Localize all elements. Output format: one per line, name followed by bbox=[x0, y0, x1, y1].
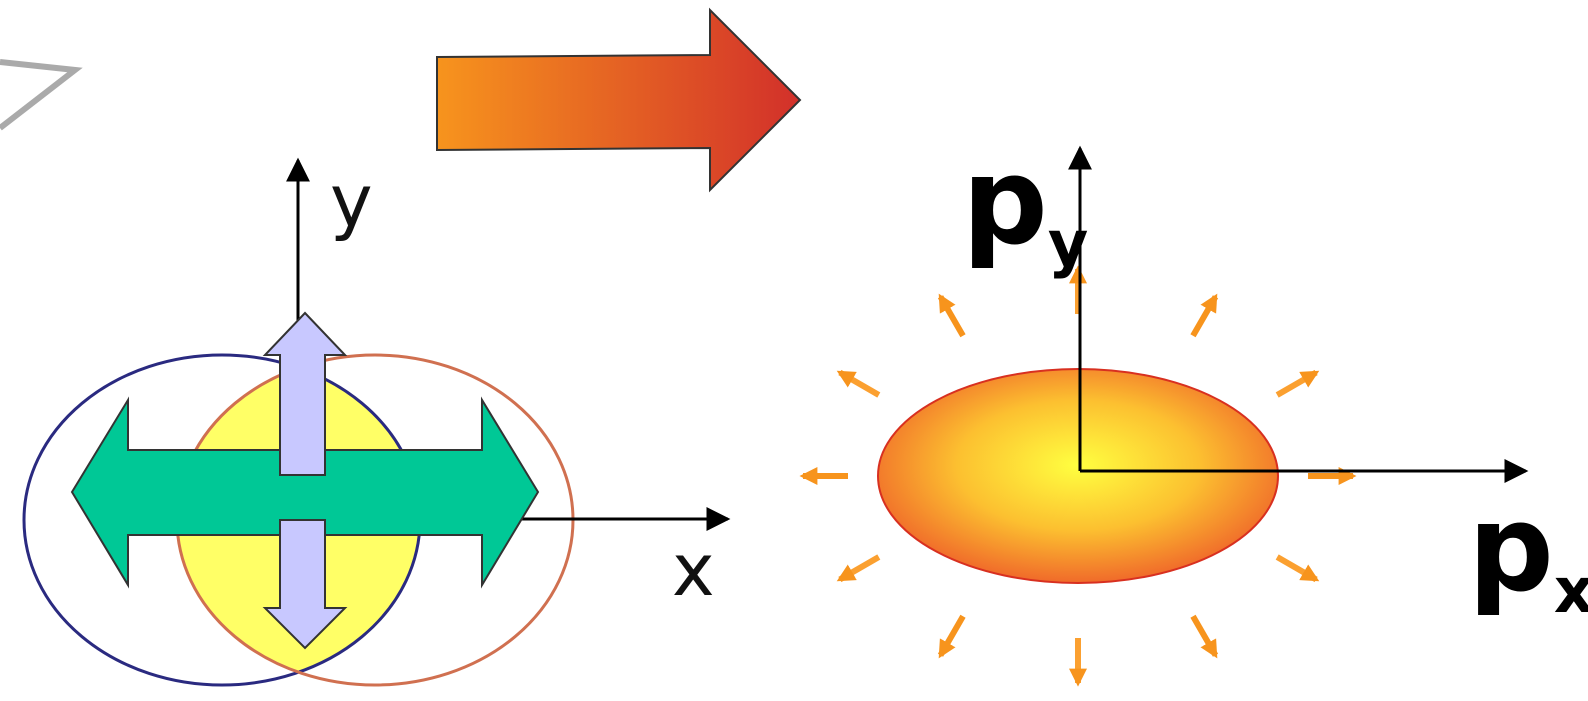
diagram: y x py px bbox=[0, 0, 1588, 701]
py-main: p bbox=[962, 133, 1048, 272]
emission-ray bbox=[1193, 297, 1216, 336]
py-label: py bbox=[962, 133, 1088, 280]
emission-ray bbox=[941, 297, 964, 336]
px-sub: x bbox=[1554, 554, 1588, 627]
px-main: p bbox=[1468, 480, 1554, 619]
emission-ray bbox=[840, 557, 879, 580]
x-axis-label: x bbox=[672, 528, 715, 612]
px-label: px bbox=[1468, 480, 1588, 627]
y-axis-label: y bbox=[330, 159, 373, 243]
emission-ray bbox=[941, 616, 964, 655]
emission-ray bbox=[1277, 557, 1316, 580]
emission-ray bbox=[1193, 616, 1216, 655]
partial-shape bbox=[0, 62, 75, 128]
emission-ray bbox=[1277, 373, 1316, 396]
py-sub: y bbox=[1048, 207, 1088, 280]
emission-ray bbox=[840, 373, 879, 396]
fireball bbox=[878, 369, 1278, 583]
transition-arrow bbox=[437, 10, 800, 190]
page: y x py px (() => { const data = JSON.par… bbox=[0, 0, 1588, 701]
